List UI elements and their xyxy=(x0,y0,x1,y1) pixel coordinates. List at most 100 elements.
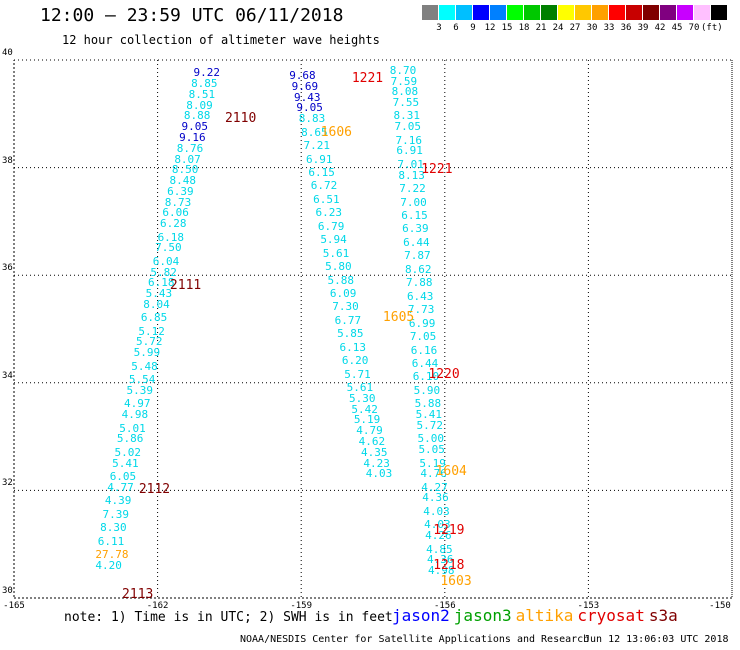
wave-height-value: 6.79 xyxy=(317,219,345,233)
pass-time-label: 2110 xyxy=(224,111,257,127)
color-scale-label: 21 xyxy=(535,23,547,33)
wave-height-value: 7.50 xyxy=(155,241,182,255)
wave-height-value: 4.98 xyxy=(428,564,455,578)
satellite-legend: jason2 jason3 altika cryosat s3a xyxy=(392,606,682,625)
color-scale-swatch xyxy=(711,5,728,20)
color-scale-swatch xyxy=(575,5,592,20)
legend-entry: cryosat xyxy=(577,606,645,625)
wave-height-value: 5.30 xyxy=(349,391,376,405)
wave-height-value: 4.03 xyxy=(424,518,451,532)
wave-height-value: 6.77 xyxy=(334,313,362,327)
longitude-tick-label: -150 xyxy=(709,601,731,611)
wave-height-value: 5.05 xyxy=(418,443,445,457)
wave-height-value: 7.01 xyxy=(397,157,424,171)
wave-height-value: 5.72 xyxy=(416,418,444,432)
wave-height-value: 8.08 xyxy=(391,85,419,99)
wave-height-value: 7.22 xyxy=(399,182,426,196)
wave-height-value: 6.99 xyxy=(408,316,436,330)
wave-height-value: 5.71 xyxy=(344,367,371,381)
wave-height-value: 5.54 xyxy=(128,373,156,387)
color-scale-label: 18 xyxy=(518,23,530,33)
color-scale-swatch xyxy=(677,5,694,20)
wave-height-value: 8.09 xyxy=(186,98,213,112)
wave-height-value: 9.05 xyxy=(296,101,323,115)
wave-height-value: 6.16 xyxy=(410,343,438,357)
wave-height-value: 5.19 xyxy=(419,456,446,470)
wave-height-value: 6.44 xyxy=(403,235,430,249)
color-scale-label: 3 xyxy=(436,23,442,33)
color-scale-label: (ft) xyxy=(701,23,723,33)
longitude-tick-label: -153 xyxy=(577,601,600,611)
wave-height-value: 9.43 xyxy=(293,90,321,104)
color-scale-swatch xyxy=(422,5,439,20)
color-scale-swatch xyxy=(490,5,507,20)
wave-height-value: 9.22 xyxy=(193,66,220,80)
wave-height-value: 5.88 xyxy=(327,273,354,287)
wave-height-value: 27.78 xyxy=(95,547,129,561)
color-scale-label: 42 xyxy=(654,23,666,33)
generation-timestamp: Jun 12 13:06:03 UTC 2018 xyxy=(584,634,729,645)
latitude-tick-label: 34 xyxy=(2,370,13,381)
color-scale-swatch xyxy=(456,5,473,20)
color-scale-swatch xyxy=(660,5,677,20)
wave-height-value: 7.87 xyxy=(404,249,431,263)
wave-height-value: 5.00 xyxy=(417,432,444,446)
wave-height-value: 6.15 xyxy=(401,209,428,223)
wave-height-value: 5.39 xyxy=(126,383,153,397)
pass-time-label: 1605 xyxy=(382,310,415,326)
wave-height-value: 6.09 xyxy=(329,287,357,301)
wave-height-value: 8.65 xyxy=(301,125,328,139)
wave-height-value: 5.72 xyxy=(136,335,163,349)
wave-height-value: 7.39 xyxy=(102,507,130,521)
wave-height-value: 5.41 xyxy=(112,456,139,470)
color-scale-label: 6 xyxy=(453,23,459,33)
color-scale-label: 15 xyxy=(501,23,513,33)
wave-height-value: 6.43 xyxy=(406,289,434,303)
latitude-tick-label: 36 xyxy=(2,263,13,274)
color-scale-swatch xyxy=(507,5,524,20)
wave-height-value: 6.18 xyxy=(157,230,185,244)
wave-height-value: 9.68 xyxy=(289,69,316,83)
wave-height-value: 5.12 xyxy=(138,324,165,338)
pass-time-label: 1218 xyxy=(433,557,465,573)
wave-height-value: 4.27 xyxy=(421,480,448,494)
pass-time-label: 1221 xyxy=(351,70,384,86)
wave-height-value: 5.02 xyxy=(114,445,141,459)
wave-height-value: 8.04 xyxy=(143,297,170,311)
color-scale-label: 27 xyxy=(569,23,581,33)
legend-entry: s3a xyxy=(648,606,678,625)
wave-height-value: 4.62 xyxy=(358,434,386,448)
credit-line: NOAA/NESDIS Center for Satellite Applica… xyxy=(240,634,590,645)
wave-height-value: 9.16 xyxy=(179,131,206,144)
wave-height-value: 5.82 xyxy=(150,265,177,279)
wave-height-value: 7.30 xyxy=(332,300,359,314)
wave-height-value: 6.91 xyxy=(396,144,423,158)
color-scale-swatch xyxy=(541,5,558,20)
wave-height-value: 4.23 xyxy=(363,456,390,470)
wave-height-value: 7.88 xyxy=(405,276,433,290)
wave-height-value: 5.61 xyxy=(322,246,350,260)
legend-entry: altika xyxy=(515,606,574,625)
latitude-tick-label: 30 xyxy=(2,586,13,596)
wave-height-value: 4.85 xyxy=(426,542,453,556)
wave-height-value: 8.48 xyxy=(169,174,197,188)
wave-height-value: 8.07 xyxy=(174,152,201,166)
legend-entry: jason3 xyxy=(453,606,512,625)
wave-height-value: 5.48 xyxy=(131,359,158,373)
wave-height-value: 5.86 xyxy=(116,432,144,446)
wave-height-value: 6.39 xyxy=(167,184,194,198)
wave-height-value: 5.61 xyxy=(346,381,374,395)
wave-height-value: 7.21 xyxy=(303,139,331,153)
color-scale-label: 12 xyxy=(484,23,496,33)
wave-height-value: 7.59 xyxy=(390,74,418,88)
wave-height-value: 4.76 xyxy=(420,467,447,481)
wave-height-value: 6.05 xyxy=(109,469,137,483)
wave-height-value: 6.44 xyxy=(411,356,439,370)
wave-height-value: 8.70 xyxy=(389,63,417,77)
pass-time-label: 2113 xyxy=(122,587,154,603)
color-scale-label: 70 xyxy=(688,23,700,33)
wave-height-value: 4.26 xyxy=(425,529,452,543)
wave-height-value: 8.50 xyxy=(171,163,199,177)
wave-height-value: 6.28 xyxy=(159,217,187,231)
wave-height-value: 8.13 xyxy=(398,168,425,182)
